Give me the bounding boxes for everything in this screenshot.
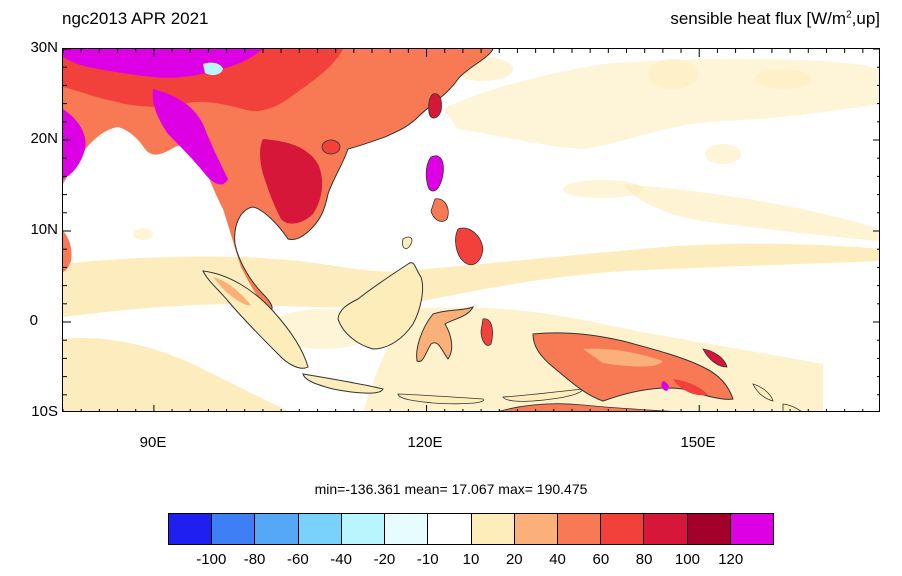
map-title-left: ngc2013 APR 2021: [62, 9, 209, 28]
lat-label-10s: 10S: [31, 403, 58, 420]
lon-label-90e: 90E: [139, 434, 167, 451]
colorbar-swatch: [169, 514, 213, 544]
colorbar-tick-label: 10: [462, 551, 480, 568]
sumatra: [202, 270, 309, 369]
colorbar-swatch: [212, 514, 256, 544]
colorbar-tick-label: -60: [287, 551, 309, 568]
colorbar-swatch: [471, 514, 515, 544]
mainland-asia: [63, 49, 494, 312]
colorbar-tick-label: -100: [196, 551, 227, 568]
colorbar-swatch: [644, 514, 688, 544]
colorbar-swatch: [687, 514, 731, 544]
colorbar-swatch: [428, 514, 472, 544]
colorbar-tick-label: -10: [416, 551, 439, 568]
small-islands-north: [321, 93, 442, 155]
statistics-line: min=-136.361 mean= 17.067 max= 190.475: [314, 481, 588, 497]
colorbar-swatch: [601, 514, 645, 544]
lat-label-20n: 20N: [30, 130, 58, 147]
colorbar-tick-label: 80: [635, 551, 653, 568]
colorbar-tick-label: 20: [505, 551, 523, 568]
australia-north-coast: [498, 403, 672, 411]
colorbar: [168, 513, 774, 545]
sulawesi: [416, 306, 475, 363]
lon-label-150e: 150E: [680, 434, 716, 451]
map-canvas: [63, 49, 879, 411]
colorbar-tick-label: 60: [592, 551, 610, 568]
lat-label-10n: 10N: [30, 221, 58, 238]
colorbar-tick-label: -20: [373, 551, 396, 568]
colorbar-swatch: [298, 514, 342, 544]
philippines: [402, 155, 484, 266]
lat-label-eq: 0: [29, 312, 38, 329]
map-panel: [62, 48, 880, 412]
borneo: [337, 262, 424, 350]
colorbar-tick-label: 40: [549, 551, 566, 568]
lat-label-30n: 30N: [30, 39, 58, 56]
colorbar-swatch: [341, 514, 386, 544]
colorbar-swatch: [385, 514, 429, 544]
colorbar-tick-label: -40: [330, 551, 352, 568]
colorbar-swatch: [255, 514, 299, 544]
new-guinea: [532, 332, 734, 402]
java-lesser-sunda: [302, 373, 584, 405]
colorbar-tick-label: 120: [718, 551, 744, 568]
lon-label-120e: 120E: [407, 434, 443, 451]
colorbar-swatch: [514, 514, 558, 544]
colorbar-tick-label: -80: [243, 551, 266, 568]
colorbar-swatch: [730, 514, 774, 544]
colorbar-tick-label: 100: [674, 551, 700, 568]
small-islands-east: [480, 318, 802, 411]
axis-ticks: [63, 49, 879, 411]
map-title-right: sensible heat flux [W/m2,up]: [670, 9, 880, 28]
colorbar-swatch: [557, 514, 602, 544]
